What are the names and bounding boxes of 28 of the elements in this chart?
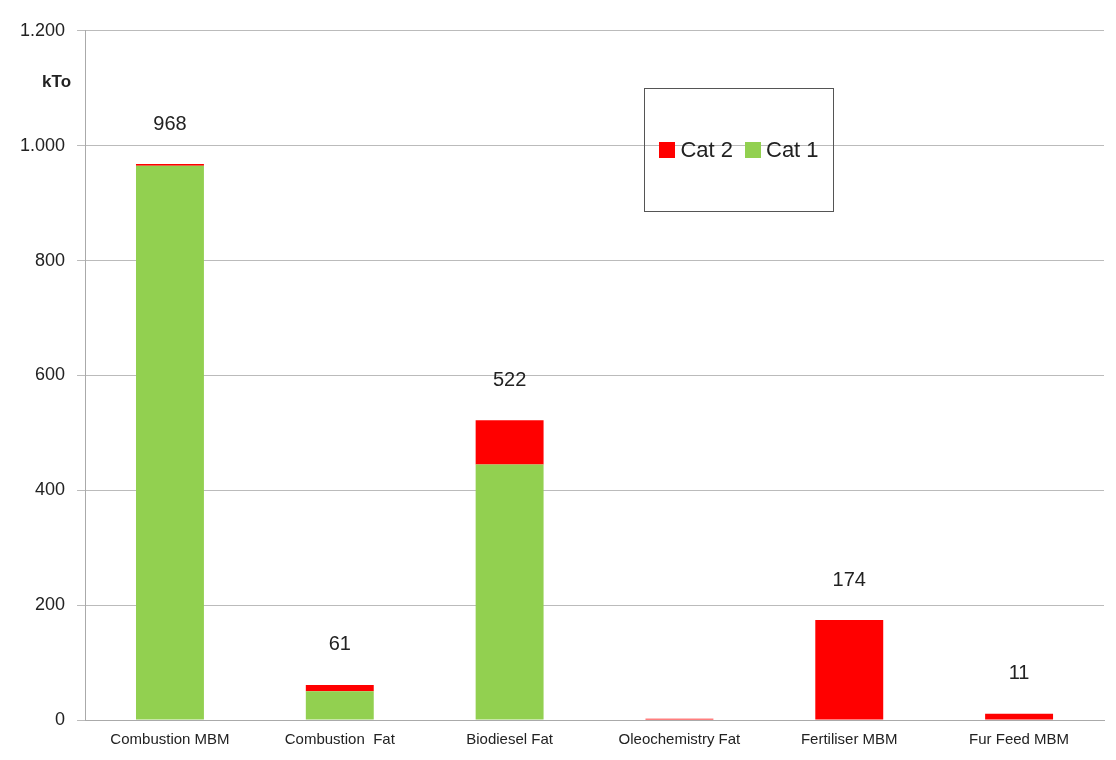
bar	[985, 713, 1054, 720]
y-tick-label: 1.000	[20, 134, 66, 155]
bar	[305, 691, 374, 720]
y-tick-label: 600	[35, 364, 66, 385]
legend-label: Cat 2	[679, 137, 733, 163]
bar	[815, 620, 884, 720]
bar	[475, 420, 544, 465]
y-axis-title: kTo	[42, 72, 72, 92]
y-tick-label: 1.200	[20, 19, 66, 40]
x-tick-label: Oleochemistry Fat	[618, 730, 742, 748]
x-tick-label: Combustion Fat	[284, 730, 396, 748]
total-label: 11	[1008, 661, 1030, 684]
total-label: 174	[832, 567, 866, 590]
x-tick-label: Fertiliser MBM	[800, 730, 898, 748]
y-tick-label: 0	[55, 708, 66, 729]
bar	[305, 684, 374, 692]
bar	[135, 165, 204, 720]
y-tick-label: 200	[35, 594, 66, 615]
legend-label: Cat 1	[765, 137, 819, 163]
y-tick-label: 800	[35, 249, 66, 270]
total-label: 522	[492, 367, 527, 390]
x-tick-label: Fur Feed MBM	[969, 730, 1070, 748]
x-tick-label: Biodiesel Fat	[466, 730, 554, 748]
y-tick-label: 400	[35, 479, 66, 500]
bar	[475, 464, 544, 720]
total-label: 968	[153, 111, 187, 134]
x-tick-label: Combustion MBM	[110, 730, 230, 748]
total-label: 61	[328, 632, 351, 655]
